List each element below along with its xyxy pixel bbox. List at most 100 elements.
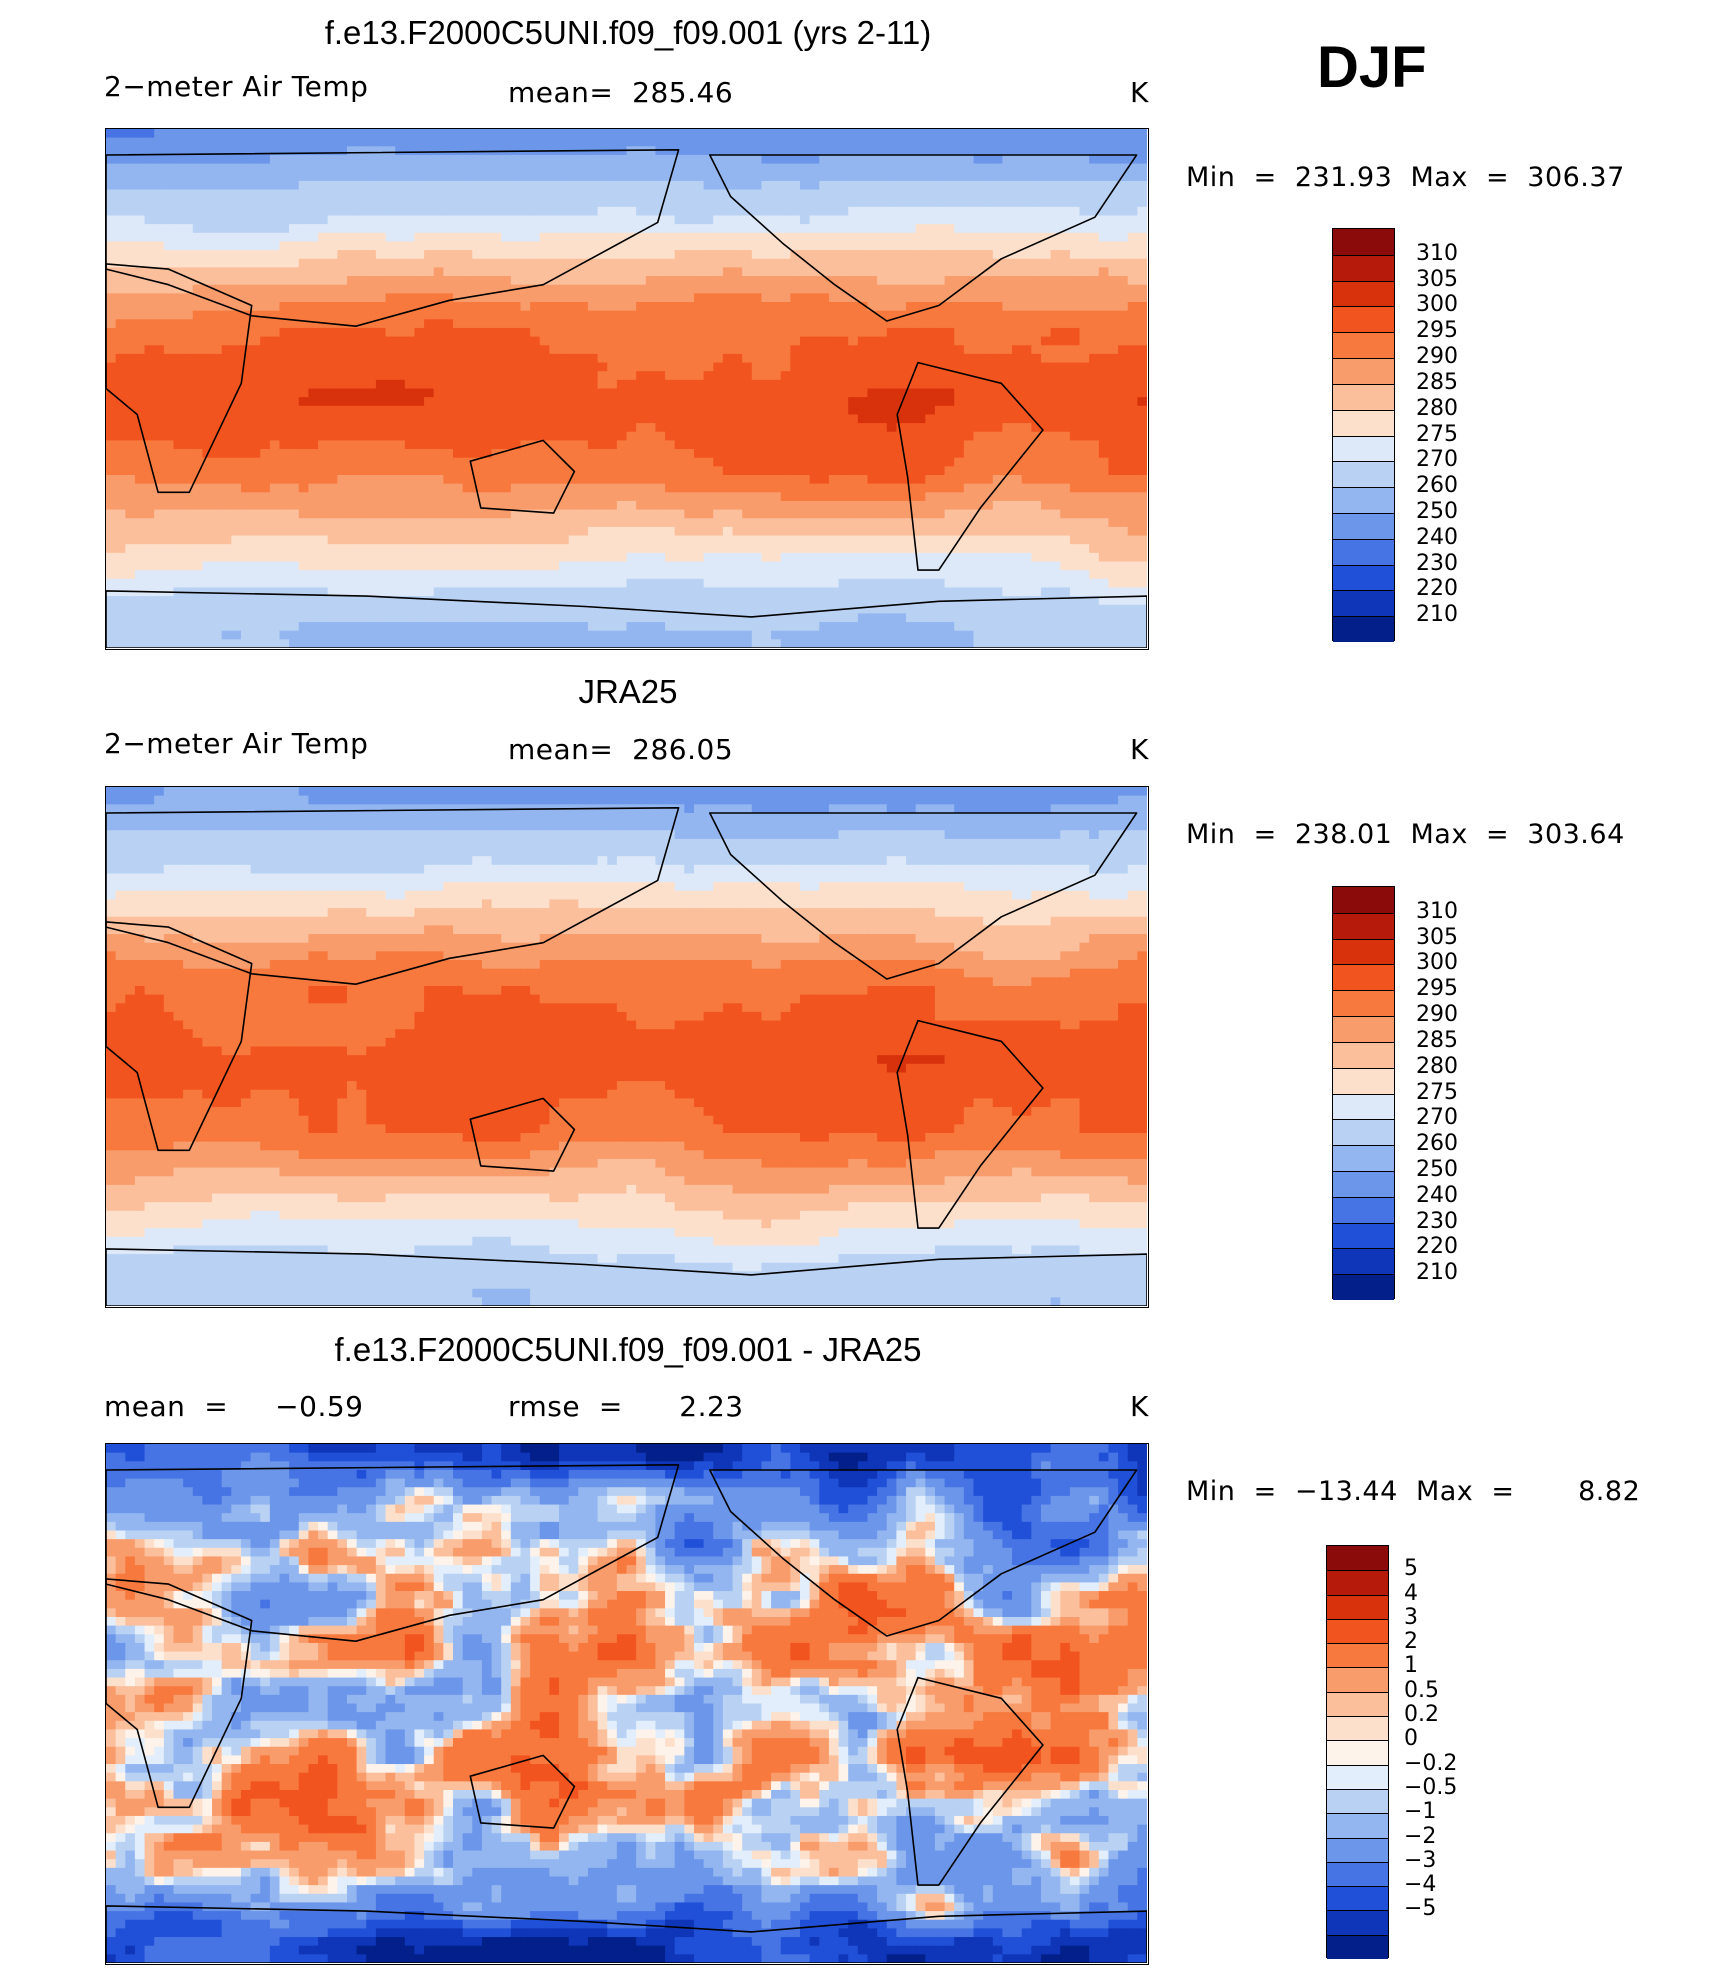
field-cell — [154, 284, 165, 294]
field-cell — [693, 457, 705, 467]
field-cell — [742, 146, 753, 156]
field-cell — [597, 518, 608, 528]
field-cell — [1118, 379, 1129, 390]
field-cell — [433, 224, 444, 234]
field-cell — [713, 379, 724, 390]
field-cell — [809, 284, 820, 294]
field-cell — [414, 423, 425, 433]
field-cell — [183, 449, 194, 459]
field-cell — [559, 137, 570, 147]
field-cell — [183, 137, 194, 147]
field-cell — [337, 500, 348, 511]
field-cell — [616, 250, 628, 260]
field-cell — [607, 137, 618, 147]
field-cell — [549, 500, 560, 511]
field-cell — [144, 449, 155, 459]
field-cell — [404, 475, 416, 485]
field-cell — [1079, 215, 1090, 225]
field-cell — [356, 518, 367, 528]
field-cell — [1137, 466, 1147, 476]
field-cell — [674, 276, 685, 286]
field-cell — [395, 172, 406, 182]
field-cell — [414, 336, 425, 346]
field-cell — [327, 146, 338, 156]
field-cell — [1012, 492, 1023, 502]
field-cell — [626, 206, 637, 217]
field-cell — [183, 241, 194, 251]
field-cell — [1002, 336, 1013, 346]
field-cell — [144, 397, 155, 407]
field-cell — [183, 310, 194, 320]
field-cell — [915, 267, 926, 277]
field-cell — [1118, 388, 1129, 398]
field-cell — [173, 276, 184, 286]
field-cell — [308, 362, 319, 372]
field-cell — [115, 327, 126, 338]
field-cell — [925, 388, 936, 398]
field-cell — [809, 327, 820, 338]
field-cell — [703, 284, 714, 294]
field-cell — [346, 215, 358, 225]
field-cell — [925, 302, 936, 312]
field-cell — [886, 475, 897, 485]
field-cell — [963, 206, 975, 217]
field-cell — [655, 466, 666, 476]
field-cell — [279, 319, 290, 329]
field-cell — [915, 146, 926, 156]
field-cell — [896, 276, 907, 286]
field-cell — [838, 414, 849, 424]
field-cell — [857, 423, 869, 433]
field-cell — [279, 250, 290, 260]
field-cell — [742, 276, 753, 286]
field-cell — [491, 241, 502, 251]
field-cell — [240, 302, 252, 312]
field-cell — [636, 483, 647, 493]
field-cell — [269, 163, 281, 173]
field-cell — [539, 319, 550, 329]
field-cell — [597, 258, 608, 268]
field-cell — [134, 302, 146, 312]
field-cell — [742, 241, 753, 251]
field-cell — [1127, 241, 1138, 251]
field-cell — [674, 327, 685, 338]
field-cell — [944, 500, 955, 511]
field-cell — [645, 137, 657, 147]
field-cell — [125, 345, 136, 355]
field-cell — [472, 302, 483, 312]
field-cell — [530, 319, 541, 329]
field-cell — [212, 310, 223, 320]
field-cell — [1031, 293, 1042, 303]
field-cell — [944, 154, 955, 165]
field-cell — [809, 224, 820, 234]
field-cell — [973, 319, 984, 329]
field-cell — [732, 379, 743, 390]
field-cell — [665, 405, 676, 416]
field-cell — [771, 362, 782, 372]
field-cell — [520, 163, 531, 173]
field-cell — [636, 241, 647, 251]
field-cell — [366, 483, 377, 493]
field-cell — [636, 371, 647, 381]
field-cell — [501, 414, 512, 424]
field-cell — [713, 336, 724, 346]
field-cell — [491, 397, 502, 407]
field-cell — [173, 362, 184, 372]
field-cell — [1069, 129, 1081, 139]
field-cell — [154, 129, 165, 139]
field-cell — [626, 154, 637, 165]
field-cell — [125, 405, 136, 416]
field-cell — [337, 397, 348, 407]
field-cell — [385, 189, 396, 199]
field-cell — [385, 241, 396, 251]
field-cell — [1079, 163, 1090, 173]
field-cell — [597, 405, 608, 416]
field-cell — [549, 388, 560, 398]
field-cell — [896, 224, 907, 234]
field-cell — [202, 198, 213, 208]
field-cell — [1098, 206, 1110, 217]
field-cell — [732, 345, 743, 355]
field-cell — [1002, 371, 1013, 381]
field-cell — [684, 215, 695, 225]
field-cell — [1031, 449, 1042, 459]
field-cell — [616, 475, 628, 485]
